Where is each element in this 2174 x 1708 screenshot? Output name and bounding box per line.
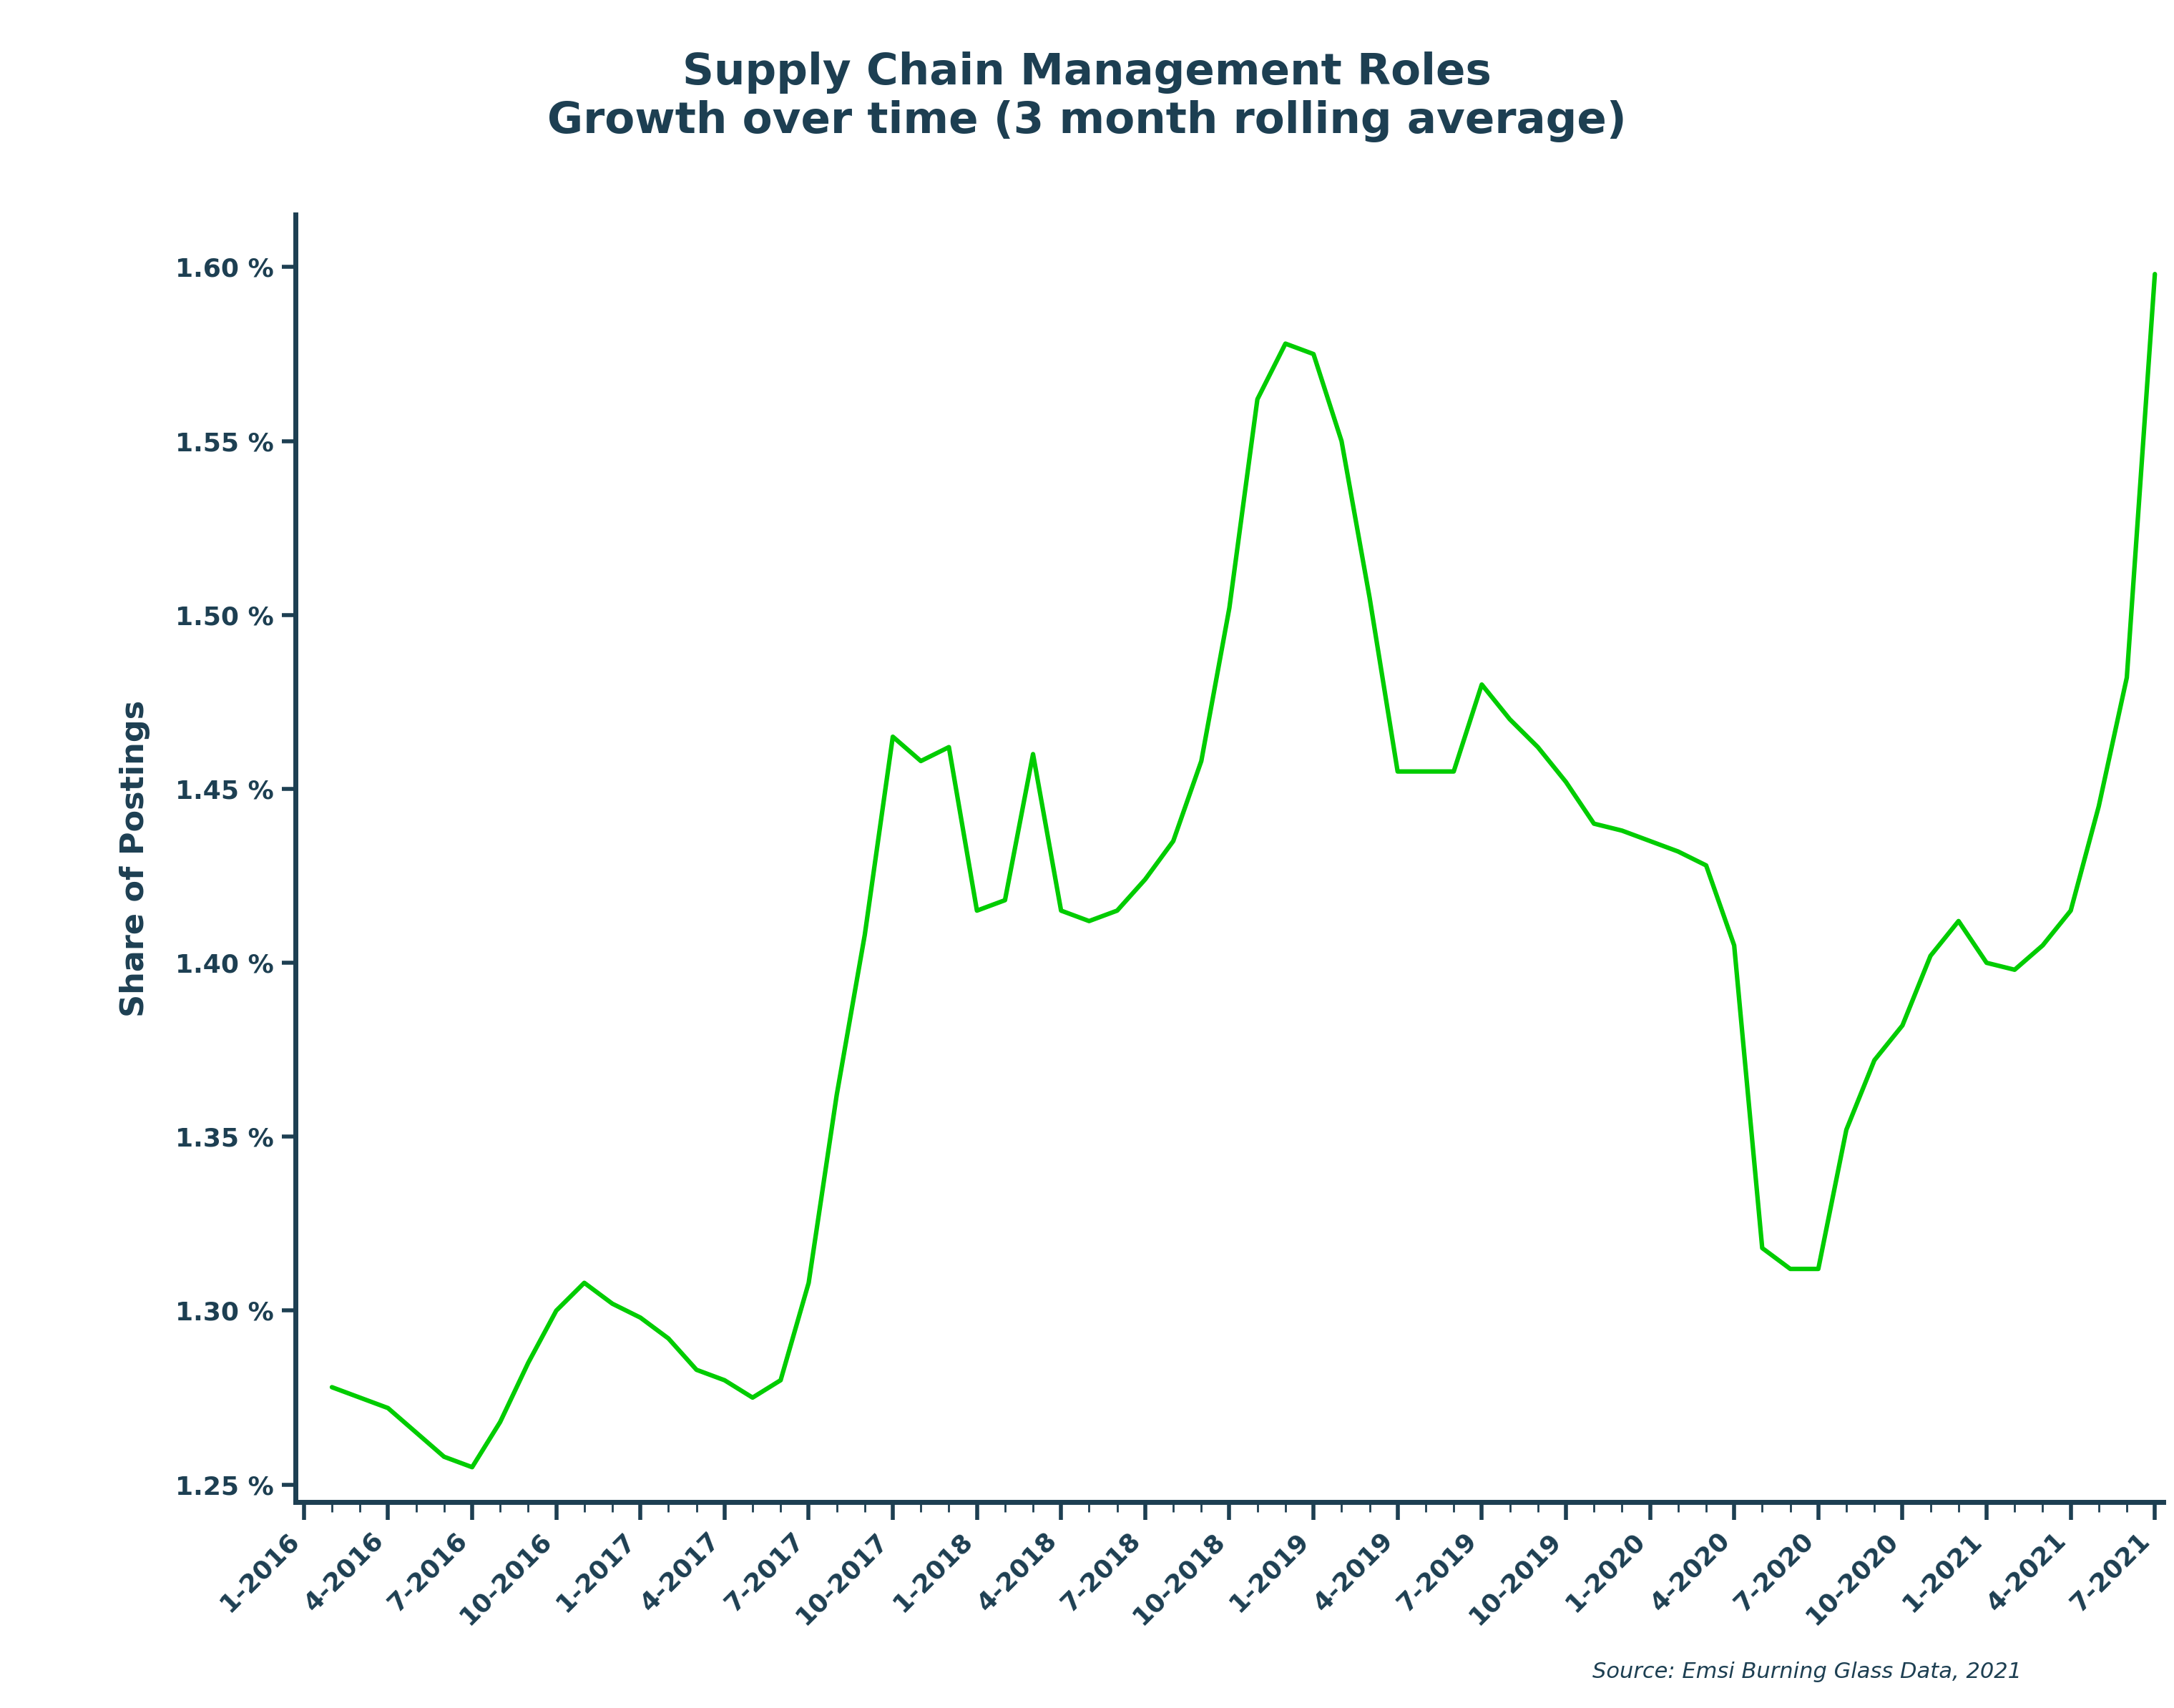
Text: Source: Emsi Burning Glass Data, 2021: Source: Emsi Burning Glass Data, 2021 <box>1594 1662 2022 1682</box>
Text: Supply Chain Management Roles
Growth over time (3 month rolling average): Supply Chain Management Roles Growth ove… <box>548 51 1626 142</box>
Y-axis label: Share of Postings: Share of Postings <box>120 700 150 1016</box>
